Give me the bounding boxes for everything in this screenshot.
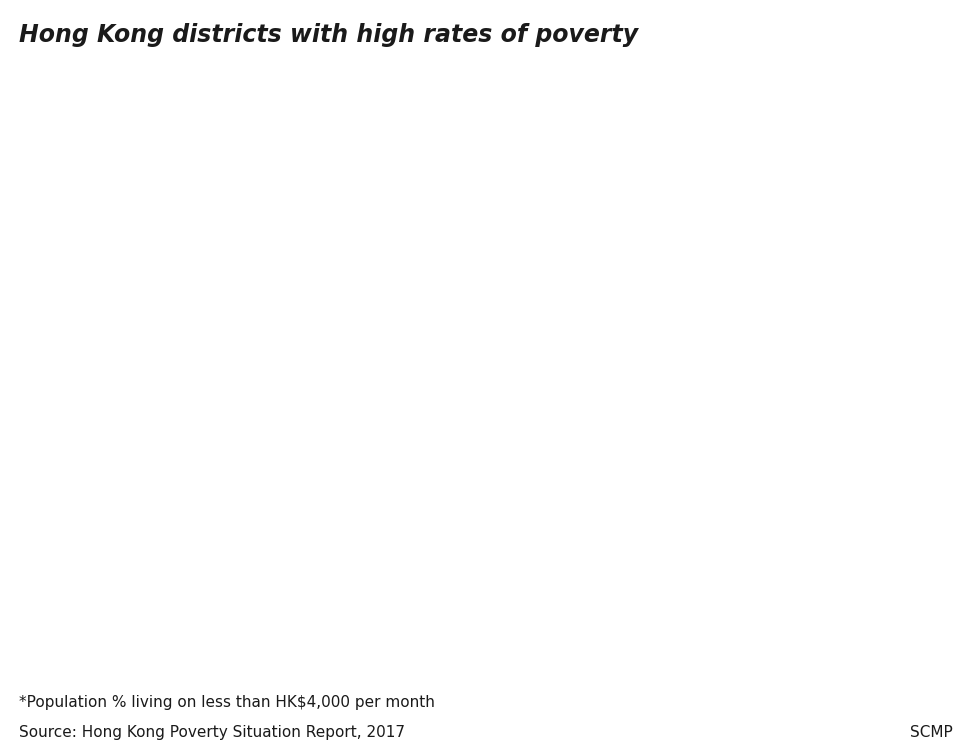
- Text: *Population % living on less than HK$4,000 per month: *Population % living on less than HK$4,0…: [19, 695, 435, 710]
- Text: SCMP: SCMP: [910, 725, 953, 740]
- Text: Source: Hong Kong Poverty Situation Report, 2017: Source: Hong Kong Poverty Situation Repo…: [19, 725, 405, 740]
- Text: Hong Kong districts with high rates of poverty: Hong Kong districts with high rates of p…: [19, 23, 639, 47]
